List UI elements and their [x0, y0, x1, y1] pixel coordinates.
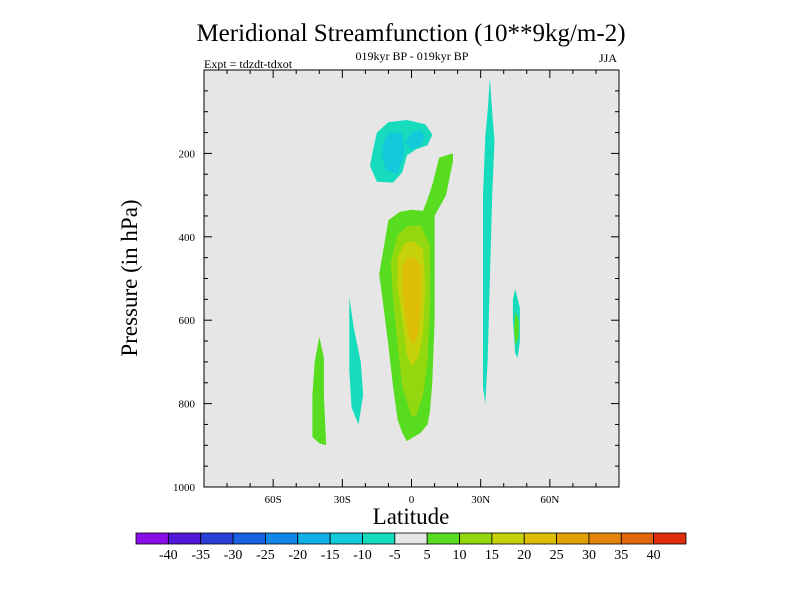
colorbar-label: -35 [191, 548, 210, 563]
colorbar-label: -5 [389, 548, 401, 563]
x-tick-label: 60N [540, 494, 559, 506]
colorbar-swatch [232, 532, 266, 545]
axis-ticks: 60S 30S 0 30N 60N 200 400 600 800 1000 [173, 70, 619, 506]
x-tick-label: 60S [265, 494, 282, 506]
colorbar-swatch [653, 532, 687, 545]
chart-title: Meridional Streamfunction (10**9kg/m-2) [196, 20, 625, 47]
colorbar-label: 25 [550, 548, 564, 563]
colorbar-swatch [329, 532, 363, 545]
colorbar-label: 10 [453, 548, 467, 563]
colorbar-swatch [491, 532, 525, 545]
colorbar-label: 5 [424, 548, 431, 563]
colorbar: -40 -35 -30 -25 -20 -15 -10 -5 5 10 15 20 25 30 35 40 [135, 532, 687, 563]
contour-region-2 [404, 130, 426, 150]
contour-region-7 [312, 336, 327, 446]
colorbar-swatch [297, 532, 331, 545]
x-tick-label: 30S [334, 494, 351, 506]
colorbar-label: 30 [582, 548, 596, 563]
colorbar-swatch [426, 532, 460, 545]
colorbar-label: 35 [614, 548, 628, 563]
y-axis-label: Pressure (in hPa) [117, 199, 142, 356]
colorbar-label: -25 [256, 548, 275, 563]
colorbar-label: 15 [485, 548, 499, 563]
contour-region-9 [483, 78, 495, 404]
colorbar-label: 20 [517, 548, 531, 563]
colorbar-swatch [588, 532, 622, 545]
subtitle-season: JJA [599, 51, 617, 65]
x-axis-label: Latitude [373, 504, 450, 529]
colorbar-swatch [135, 532, 169, 545]
colorbar-swatch [265, 532, 299, 545]
colorbar-swatch [523, 532, 557, 545]
colorbar-label: 40 [647, 548, 661, 563]
colorbar-swatch [459, 532, 493, 545]
subtitle-period: 019kyr BP - 019kyr BP [356, 49, 469, 63]
x-tick-label: 30N [471, 494, 490, 506]
colorbar-label: -10 [353, 548, 372, 563]
y-tick-label: 600 [179, 315, 196, 327]
y-tick-label: 800 [179, 399, 196, 411]
y-tick-label: 1000 [173, 482, 196, 494]
contour-region-6 [402, 257, 421, 346]
colorbar-label: -30 [224, 548, 243, 563]
colorbar-label: -20 [288, 548, 307, 563]
contour-region-1 [381, 132, 405, 175]
y-tick-label: 400 [179, 232, 196, 244]
contour-layer [312, 78, 520, 446]
x-tick-label: 0 [409, 494, 415, 506]
colorbar-label: -40 [159, 548, 178, 563]
colorbar-swatch [200, 532, 234, 545]
subtitle-experiment: Expt = tdzdt-tdxot [204, 57, 293, 71]
colorbar-swatch [394, 532, 428, 545]
colorbar-label: -15 [321, 548, 340, 563]
contour-region-11 [514, 311, 519, 346]
y-tick-label: 200 [179, 148, 196, 160]
colorbar-swatch [362, 532, 396, 545]
contour-region-8 [349, 297, 364, 425]
colorbar-swatch [167, 532, 202, 545]
colorbar-swatch [556, 532, 590, 545]
colorbar-swatch [620, 532, 655, 545]
